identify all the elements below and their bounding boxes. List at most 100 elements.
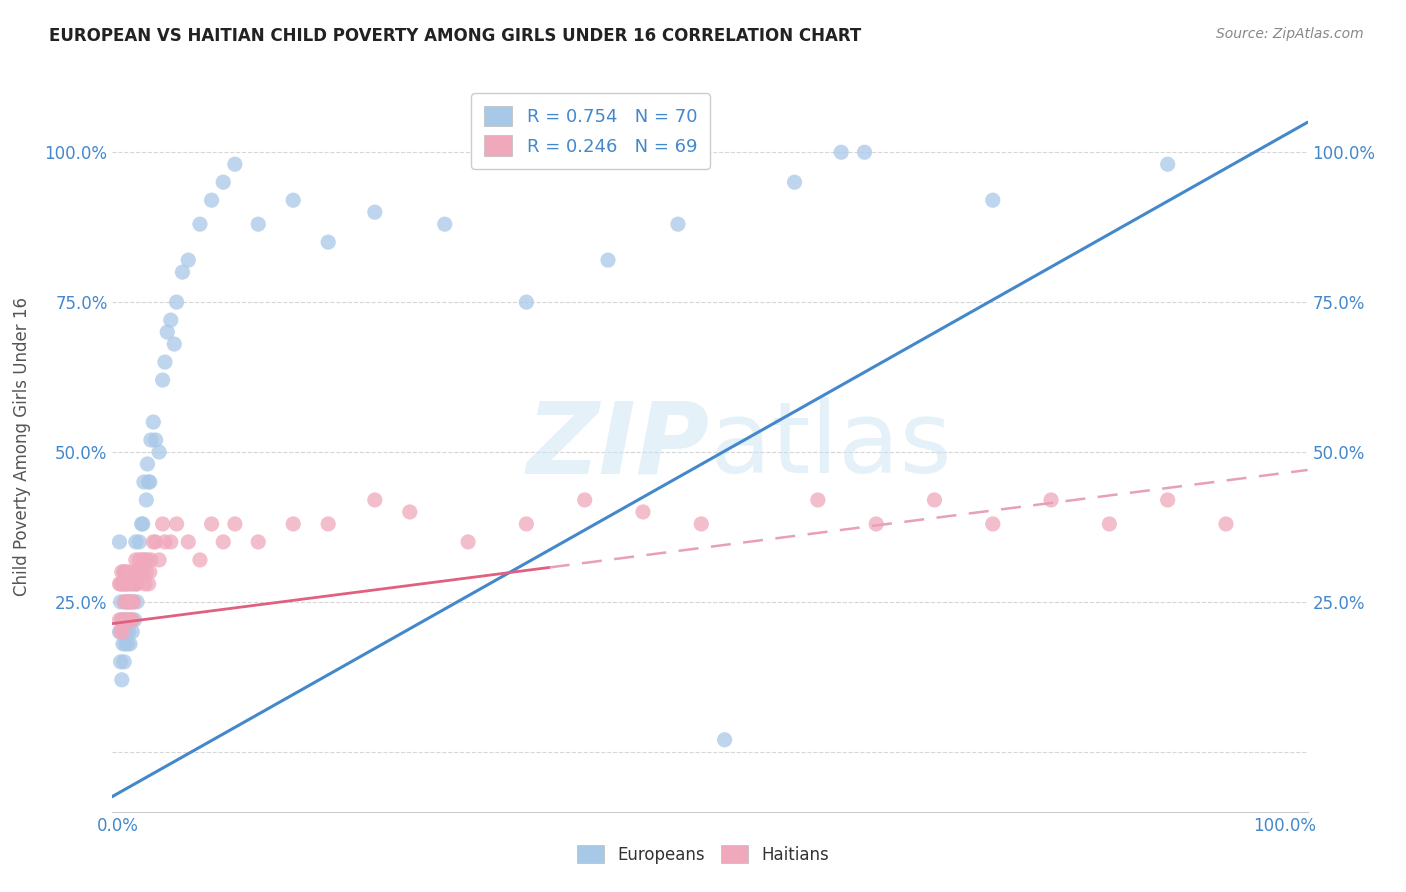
Point [117, 637, 139, 651]
Point [132, 475, 155, 489]
Point [117, 577, 139, 591]
Point [172, 265, 194, 279]
Point [134, 577, 156, 591]
Text: Source: ZipAtlas.com: Source: ZipAtlas.com [1216, 27, 1364, 41]
Point [118, 565, 141, 579]
Point [142, 535, 165, 549]
Point [125, 535, 148, 549]
Point [111, 624, 134, 639]
Point [853, 145, 876, 160]
Point [177, 535, 200, 549]
Point [139, 565, 162, 579]
Point [118, 595, 141, 609]
Point [596, 253, 619, 268]
Point [398, 505, 420, 519]
Point [924, 492, 946, 507]
Point [145, 535, 167, 549]
Point [139, 553, 162, 567]
Point [114, 613, 136, 627]
Point [283, 193, 305, 207]
Point [114, 595, 136, 609]
Point [122, 595, 145, 609]
Point [111, 613, 134, 627]
Point [666, 217, 689, 231]
Point [152, 516, 174, 531]
Point [128, 535, 150, 549]
Point [125, 553, 148, 567]
Point [224, 157, 246, 171]
Point [110, 655, 132, 669]
Text: EUROPEAN VS HAITIAN CHILD POVERTY AMONG GIRLS UNDER 16 CORRELATION CHART: EUROPEAN VS HAITIAN CHILD POVERTY AMONG … [49, 27, 862, 45]
Point [132, 516, 155, 531]
Point [129, 565, 152, 579]
Point [108, 624, 131, 639]
Point [457, 535, 479, 549]
Point [783, 175, 806, 189]
Point [112, 565, 135, 579]
Point [188, 217, 211, 231]
Point [111, 673, 134, 687]
Point [690, 516, 713, 531]
Legend: R = 0.754   N = 70, R = 0.246   N = 69: R = 0.754 N = 70, R = 0.246 N = 69 [471, 93, 710, 169]
Point [108, 577, 131, 591]
Point [124, 613, 146, 627]
Point [115, 565, 138, 579]
Point [713, 732, 735, 747]
Point [1040, 492, 1063, 507]
Point [148, 445, 170, 459]
Point [156, 325, 179, 339]
Point [433, 217, 456, 231]
Point [135, 565, 157, 579]
Point [118, 624, 141, 639]
Point [118, 577, 141, 591]
Point [1098, 516, 1121, 531]
Point [125, 595, 148, 609]
Point [122, 595, 145, 609]
Point [1215, 516, 1237, 531]
Point [131, 553, 153, 567]
Point [115, 595, 138, 609]
Point [124, 565, 146, 579]
Point [121, 624, 143, 639]
Point [159, 313, 181, 327]
Point [131, 516, 153, 531]
Point [138, 475, 160, 489]
Point [110, 595, 132, 609]
Point [981, 193, 1004, 207]
Point [200, 516, 222, 531]
Point [121, 613, 143, 627]
Text: atlas: atlas [710, 398, 952, 494]
Point [1156, 492, 1178, 507]
Point [129, 565, 152, 579]
Legend: Europeans, Haitians: Europeans, Haitians [571, 838, 835, 871]
Point [120, 595, 142, 609]
Point [108, 613, 131, 627]
Point [121, 577, 143, 591]
Point [112, 565, 135, 579]
Point [574, 492, 596, 507]
Point [163, 337, 186, 351]
Point [316, 235, 339, 249]
Point [142, 415, 165, 429]
Point [159, 535, 181, 549]
Point [110, 624, 132, 639]
Point [177, 253, 200, 268]
Point [111, 637, 134, 651]
Point [108, 535, 131, 549]
Point [121, 577, 143, 591]
Point [166, 516, 188, 531]
Point [830, 145, 852, 160]
Point [135, 492, 157, 507]
Point [118, 613, 141, 627]
Point [114, 637, 136, 651]
Point [132, 553, 155, 567]
Point [111, 577, 134, 591]
Point [166, 295, 188, 310]
Point [247, 535, 270, 549]
Point [981, 516, 1004, 531]
Point [114, 577, 136, 591]
Point [316, 516, 339, 531]
Point [117, 595, 139, 609]
Point [139, 433, 162, 447]
Point [112, 655, 135, 669]
